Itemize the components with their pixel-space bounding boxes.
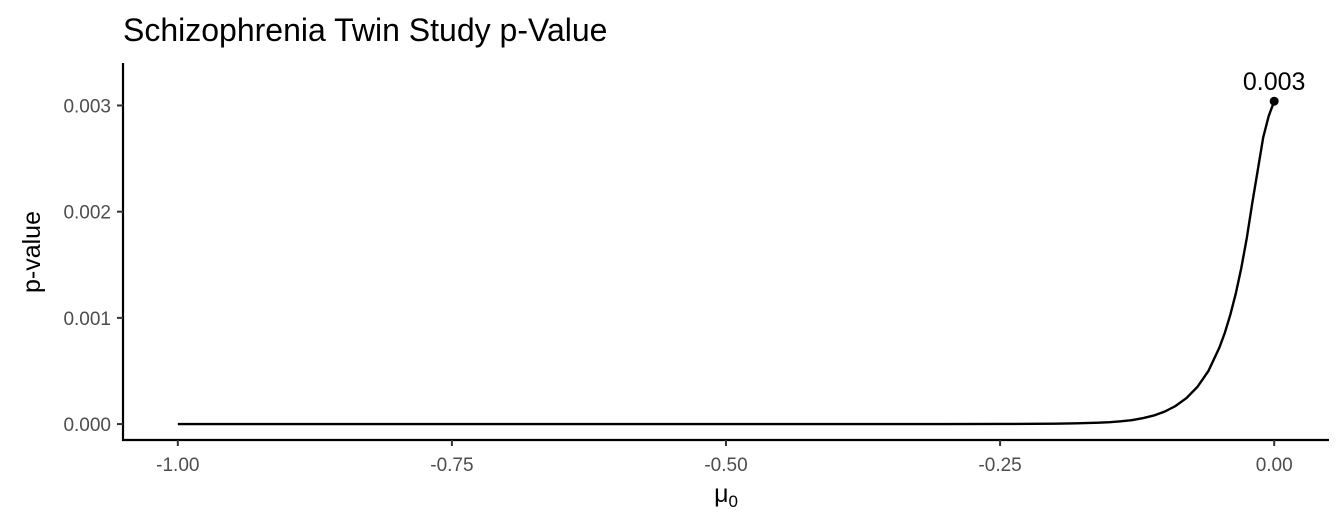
y-tick-label: 0.000 (63, 415, 111, 436)
series-line-0 (177, 100, 1276, 426)
y-tick-label: 0.002 (63, 203, 111, 224)
y-axis-ticks: 0.000 0.001 0.002 0.003 (63, 96, 123, 436)
x-tick-label: -0.50 (704, 455, 747, 476)
x-tick-label: -1.00 (156, 455, 199, 476)
plot-area: 0.003 (177, 68, 1306, 426)
y-axis-title: p-value (18, 211, 46, 293)
x-tick-label: 0.00 (1256, 455, 1293, 476)
highlight-point-label: 0.003 (1243, 68, 1306, 96)
y-tick-label: 0.001 (63, 309, 111, 330)
x-axis-ticks: -1.00 -0.75 -0.50 -0.25 0.00 (156, 440, 1293, 476)
x-tick-label: -0.25 (978, 455, 1021, 476)
y-tick-label: 0.003 (63, 96, 111, 117)
highlight-point (1269, 96, 1279, 106)
x-tick-label: -0.75 (430, 455, 473, 476)
x-axis-title-base: μ (714, 480, 728, 508)
chart-title: Schizophrenia Twin Study p-Value (123, 12, 607, 48)
x-axis-title: μ0 (714, 480, 738, 511)
x-axis-title-subscript: 0 (728, 492, 737, 511)
